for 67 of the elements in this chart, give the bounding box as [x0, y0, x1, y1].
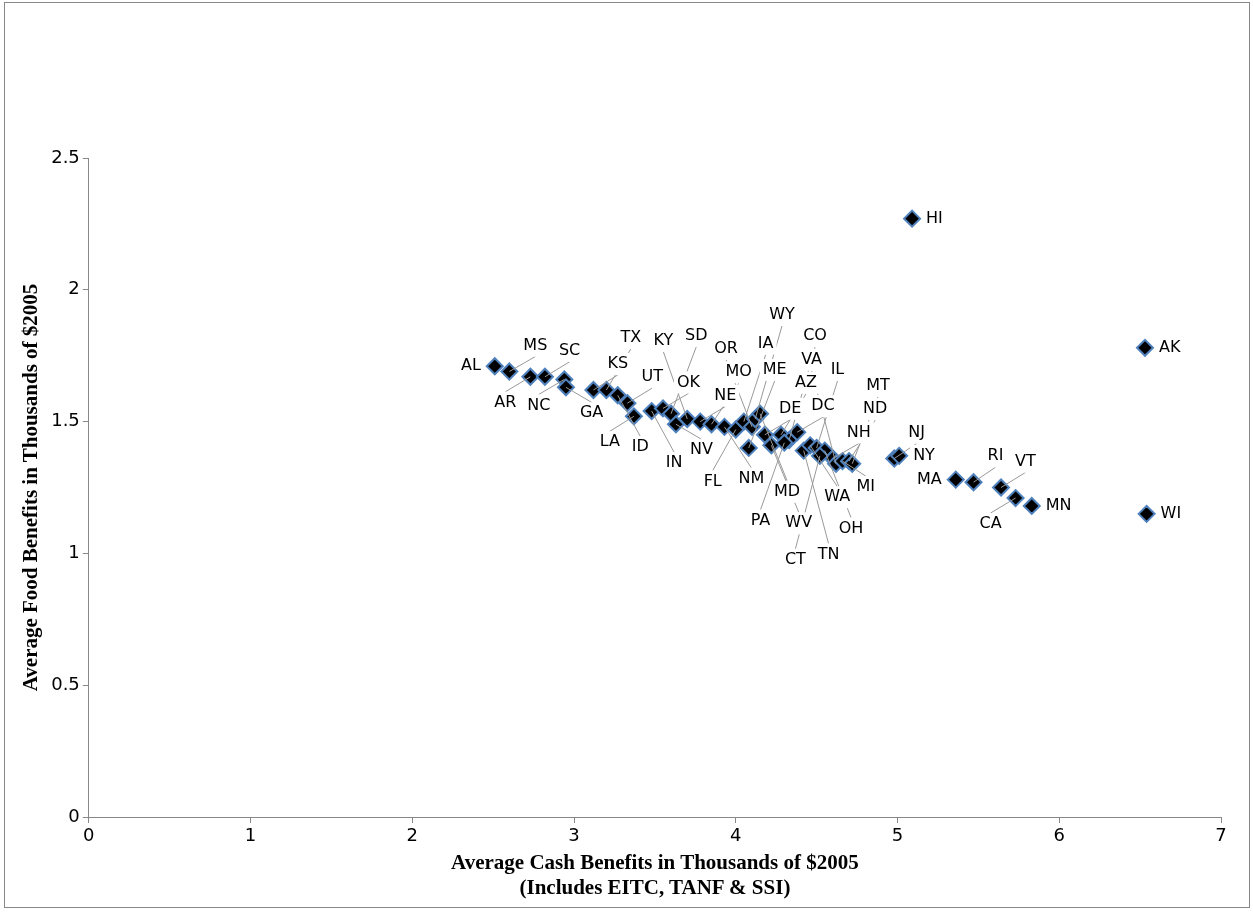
- data-label: TX: [619, 327, 642, 347]
- x-tick-label: 5: [891, 824, 904, 846]
- data-label: WV: [785, 512, 813, 532]
- data-label: CT: [784, 549, 807, 569]
- data-label: HI: [926, 207, 943, 227]
- x-tick-label: 4: [730, 824, 742, 846]
- data-label: KS: [607, 353, 629, 373]
- data-label: WA: [824, 486, 851, 506]
- data-label: NM: [738, 468, 765, 488]
- data-label: FL: [703, 470, 722, 490]
- data-label: NV: [689, 439, 713, 459]
- data-label: WY: [769, 304, 796, 324]
- data-label: MO: [725, 361, 752, 381]
- data-label: UT: [641, 366, 664, 386]
- data-label: AR: [494, 391, 517, 411]
- data-label: SC: [558, 339, 581, 359]
- y-tick-label: 0.5: [51, 672, 80, 694]
- x-tick-label: 0: [83, 824, 95, 846]
- data-label: MA: [917, 468, 942, 488]
- data-label: SD: [685, 324, 708, 344]
- x-tick-label: 6: [1053, 824, 1065, 846]
- y-axis-title: Average Food Benefits in Thousands of $2005: [18, 283, 43, 692]
- data-label: OR: [714, 338, 738, 358]
- x-axis-title: Average Cash Benefits in Thousands of $2005 (Includes EITC, TANF & SSI): [451, 849, 859, 899]
- data-label: RI: [987, 445, 1004, 465]
- x-tick-label: 1: [244, 824, 257, 846]
- data-label: CO: [803, 325, 827, 345]
- data-label: WI: [1160, 503, 1182, 523]
- data-label: NJ: [908, 421, 925, 441]
- data-label: IA: [757, 332, 774, 352]
- data-label: DC: [811, 395, 835, 415]
- x-tick-label: 3: [568, 824, 580, 846]
- data-label: LA: [599, 431, 620, 451]
- data-label: AK: [1158, 336, 1181, 356]
- data-label: MN: [1045, 495, 1072, 515]
- y-tick-label: 1: [68, 541, 80, 563]
- data-label: IL: [830, 359, 845, 379]
- data-label: OK: [677, 371, 701, 391]
- data-label: AL: [460, 355, 481, 375]
- data-label: ND: [863, 398, 888, 418]
- y-tick-label: 0: [68, 804, 80, 826]
- y-tick-label: 2: [68, 277, 80, 299]
- x-tick-label: 2: [406, 824, 419, 846]
- data-label: IN: [665, 452, 683, 472]
- data-label: MI: [856, 476, 876, 496]
- data-label: MD: [774, 480, 801, 500]
- data-label: MT: [866, 374, 891, 394]
- y-tick-label: 2.5: [51, 145, 80, 167]
- data-label: ID: [631, 436, 649, 456]
- data-label: GA: [579, 402, 604, 422]
- data-label: AZ: [795, 371, 818, 391]
- data-label: ME: [762, 359, 787, 379]
- data-label: DE: [778, 397, 802, 417]
- data-label: VT: [1015, 450, 1036, 470]
- x-tick-label: 7: [1215, 824, 1227, 846]
- y-tick-label: 1.5: [51, 409, 80, 431]
- data-label: KY: [653, 330, 674, 350]
- data-label: TN: [816, 543, 840, 563]
- data-label: NY: [913, 445, 936, 465]
- data-label: NH: [846, 421, 871, 441]
- data-label: VA: [801, 348, 823, 368]
- data-label: OH: [838, 517, 864, 537]
- data-label: PA: [750, 509, 771, 529]
- data-label: CA: [979, 513, 1002, 533]
- data-label: NE: [714, 384, 737, 404]
- data-label: MS: [523, 334, 548, 354]
- data-label: NC: [527, 394, 551, 414]
